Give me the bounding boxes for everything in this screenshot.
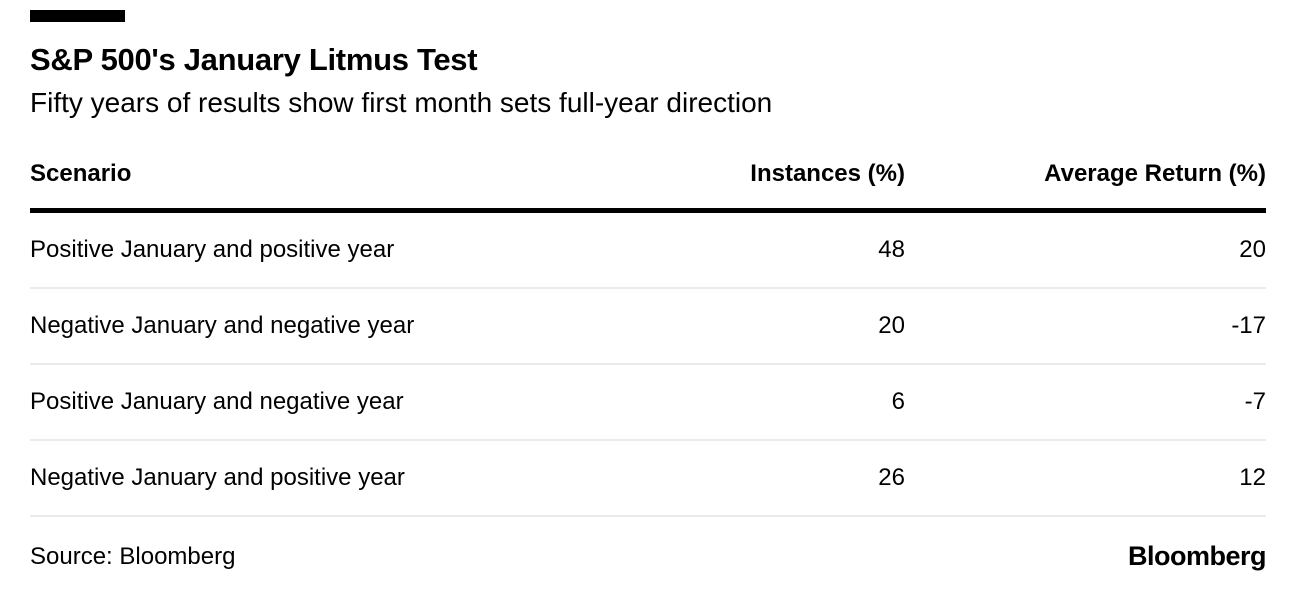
chart-subtitle: Fifty years of results show first month … (30, 87, 773, 118)
cell-average-return: -17 (1231, 312, 1266, 339)
chart-card: S&P 500's January Litmus Test Fifty year… (0, 10, 1296, 572)
table-row: Negative January and positive year 26 12 (30, 441, 1266, 517)
table-row: Positive January and positive year 48 20 (30, 213, 1266, 289)
bloomberg-key-bar (30, 10, 125, 22)
cell-average-return: 20 (1239, 236, 1266, 263)
header-rule (30, 208, 1266, 213)
cell-average-return: -7 (1244, 388, 1266, 415)
cell-scenario: Positive January and negative year (30, 388, 404, 415)
cell-instances: 20 (878, 312, 905, 339)
table-row: Positive January and negative year 6 -7 (30, 365, 1266, 441)
cell-instances: 48 (878, 236, 905, 263)
column-header-instances: Instances (%) (750, 160, 905, 187)
cell-scenario: Positive January and positive year (30, 236, 395, 263)
bloomberg-logo: Bloomberg (1127, 541, 1267, 571)
chart-title: S&P 500's January Litmus Test (30, 42, 478, 77)
table-header-row: Scenario Instances (%) Average Return (%… (30, 160, 1266, 188)
cell-scenario: Negative January and positive year (30, 464, 405, 491)
cell-instances: 6 (891, 388, 905, 415)
cell-average-return: 12 (1239, 464, 1266, 491)
cell-scenario: Negative January and negative year (30, 312, 415, 339)
column-header-scenario: Scenario (30, 160, 132, 187)
table-row: Negative January and negative year 20 -1… (30, 289, 1266, 365)
chart-footer: Source: Bloomberg Bloomberg (30, 541, 1267, 572)
cell-instances: 26 (878, 464, 905, 491)
source-note: Source: Bloomberg (30, 542, 236, 570)
column-header-average-return: Average Return (%) (1044, 160, 1266, 187)
